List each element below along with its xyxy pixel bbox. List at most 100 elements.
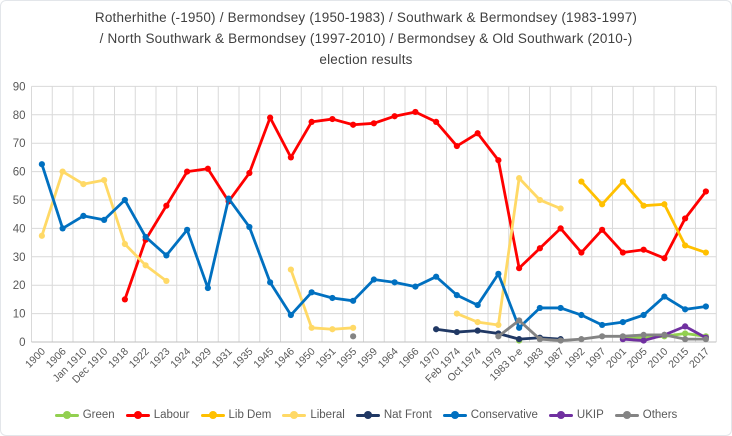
data-point-conservative-2015[interactable]: [682, 306, 689, 313]
legend-item-conservative[interactable]: Conservative: [442, 409, 538, 421]
data-point-labour-1987[interactable]: [557, 225, 564, 232]
data-point-liberal-1923[interactable]: [163, 277, 170, 285]
data-point-labour-1951[interactable]: [329, 115, 336, 123]
data-point-conservative-1924[interactable]: [184, 226, 191, 233]
data-point-conservative-1918[interactable]: [121, 196, 128, 204]
data-point-green-2015[interactable]: [682, 330, 689, 337]
data-point-liberal-1950[interactable]: [308, 324, 315, 331]
data-point-conservative-2005[interactable]: [640, 311, 647, 319]
data-point-others-1997[interactable]: [599, 333, 606, 340]
legend-item-ukip[interactable]: UKIP: [548, 409, 604, 421]
data-point-labour-Feb-1974[interactable]: [453, 142, 460, 150]
data-point-liberal-1983[interactable]: [536, 196, 543, 204]
data-point-conservative-1959[interactable]: [370, 276, 377, 283]
data-point-conservative-1987[interactable]: [557, 304, 564, 312]
data-point-nat-front-Feb-1974[interactable]: [453, 328, 460, 336]
data-point-labour-2015[interactable]: [682, 215, 689, 222]
data-point-conservative-1979[interactable]: [495, 270, 502, 277]
data-point-labour-1970[interactable]: [433, 118, 440, 125]
legend-item-nat-front[interactable]: Nat Front: [355, 409, 432, 421]
legend-item-green[interactable]: Green: [54, 409, 115, 421]
data-point-conservative-1923[interactable]: [163, 252, 170, 259]
data-point-labour-1979[interactable]: [495, 157, 502, 164]
data-point-conservative-1931[interactable]: [225, 195, 232, 202]
legend-item-others[interactable]: Others: [614, 409, 677, 421]
data-point-labour-2005[interactable]: [640, 246, 647, 253]
data-point-labour-2010[interactable]: [661, 255, 668, 262]
data-point-others-1992[interactable]: [578, 336, 585, 343]
data-point-conservative-1935[interactable]: [246, 223, 253, 231]
data-point-conservative-2010[interactable]: [661, 293, 668, 300]
data-point-conservative-1900[interactable]: [38, 161, 45, 168]
data-point-liberal-Dec-1910[interactable]: [101, 177, 108, 184]
data-point-labour-1983-b-e[interactable]: [516, 265, 523, 272]
data-point-labour-1935[interactable]: [246, 169, 253, 177]
data-point-conservative-1970[interactable]: [433, 273, 440, 280]
data-point-lib-dem-2017[interactable]: [702, 249, 709, 256]
data-point-labour-1966[interactable]: [412, 108, 419, 116]
data-point-labour-1997[interactable]: [599, 226, 606, 233]
data-point-conservative-1983[interactable]: [536, 304, 543, 312]
data-point-labour-1946[interactable]: [287, 154, 294, 161]
data-point-conservative-1950[interactable]: [308, 289, 315, 296]
data-point-liberal-1900[interactable]: [38, 232, 45, 239]
data-point-lib-dem-1997[interactable]: [599, 201, 606, 208]
data-point-lib-dem-1992[interactable]: [578, 178, 585, 185]
data-point-liberal-1987[interactable]: [557, 205, 564, 212]
data-point-others-2017[interactable]: [702, 336, 709, 343]
data-point-others-1983-b-e[interactable]: [516, 317, 523, 324]
data-point-conservative-1992[interactable]: [578, 311, 585, 319]
data-point-lib-dem-2001[interactable]: [619, 178, 626, 185]
data-point-conservative-1951[interactable]: [329, 294, 336, 302]
data-point-conservative-1966[interactable]: [412, 283, 419, 290]
data-point-others-2001[interactable]: [619, 333, 626, 340]
data-point-labour-1929[interactable]: [204, 165, 211, 172]
data-point-conservative-Dec-1910[interactable]: [101, 216, 108, 223]
data-point-conservative-2017[interactable]: [702, 303, 709, 310]
data-point-labour-1983[interactable]: [536, 245, 543, 252]
data-point-labour-1924[interactable]: [184, 168, 191, 175]
data-point-liberal-Feb-1974[interactable]: [453, 310, 460, 317]
data-point-conservative-Oct-1974[interactable]: [474, 301, 481, 309]
data-point-labour-1964[interactable]: [391, 113, 398, 120]
legend-item-lib-dem[interactable]: Lib Dem: [200, 409, 271, 421]
data-point-liberal-1918[interactable]: [121, 240, 128, 248]
data-point-conservative-1946[interactable]: [287, 311, 294, 319]
data-point-liberal-1906[interactable]: [59, 168, 66, 175]
data-point-labour-1923[interactable]: [163, 202, 170, 209]
data-point-labour-1959[interactable]: [370, 120, 377, 127]
data-point-conservative-1964[interactable]: [391, 279, 398, 286]
data-point-conservative-1906[interactable]: [59, 225, 66, 232]
data-point-nat-front-1983-b-e[interactable]: [516, 336, 523, 343]
data-point-others-1979[interactable]: [495, 333, 502, 340]
data-point-conservative-Feb-1974[interactable]: [453, 292, 460, 299]
data-point-labour-1945[interactable]: [267, 114, 274, 121]
data-point-lib-dem-2015[interactable]: [682, 242, 689, 249]
data-point-liberal-1979[interactable]: [495, 321, 502, 329]
data-point-conservative-2001[interactable]: [619, 319, 626, 326]
data-point-labour-1918[interactable]: [121, 296, 128, 303]
data-point-labour-Oct-1974[interactable]: [474, 130, 481, 137]
data-point-conservative-1997[interactable]: [599, 321, 606, 329]
data-point-liberal-1922[interactable]: [142, 262, 149, 269]
data-point-liberal-Jan-1910[interactable]: [80, 181, 87, 188]
data-point-conservative-1945[interactable]: [267, 279, 274, 286]
data-point-conservative-1983-b-e[interactable]: [516, 324, 523, 331]
data-point-labour-1992[interactable]: [578, 249, 585, 256]
data-point-conservative-1955[interactable]: [350, 297, 357, 304]
data-point-lib-dem-2005[interactable]: [640, 202, 647, 209]
data-point-ukip-2015[interactable]: [682, 323, 689, 330]
data-point-conservative-Jan-1910[interactable]: [80, 212, 87, 219]
legend-item-liberal[interactable]: Liberal: [282, 409, 345, 421]
data-point-others-2010[interactable]: [661, 331, 668, 338]
data-point-conservative-1922[interactable]: [142, 233, 149, 241]
data-point-labour-2001[interactable]: [619, 249, 626, 256]
data-point-others-1955[interactable]: [350, 333, 357, 340]
data-point-liberal-Oct-1974[interactable]: [474, 319, 481, 326]
data-point-lib-dem-2010[interactable]: [661, 201, 668, 208]
data-point-nat-front-1970[interactable]: [433, 326, 440, 333]
data-point-others-2015[interactable]: [682, 336, 689, 343]
data-point-labour-2017[interactable]: [702, 188, 709, 195]
data-point-labour-1950[interactable]: [308, 118, 315, 125]
data-point-others-2005[interactable]: [640, 331, 647, 338]
